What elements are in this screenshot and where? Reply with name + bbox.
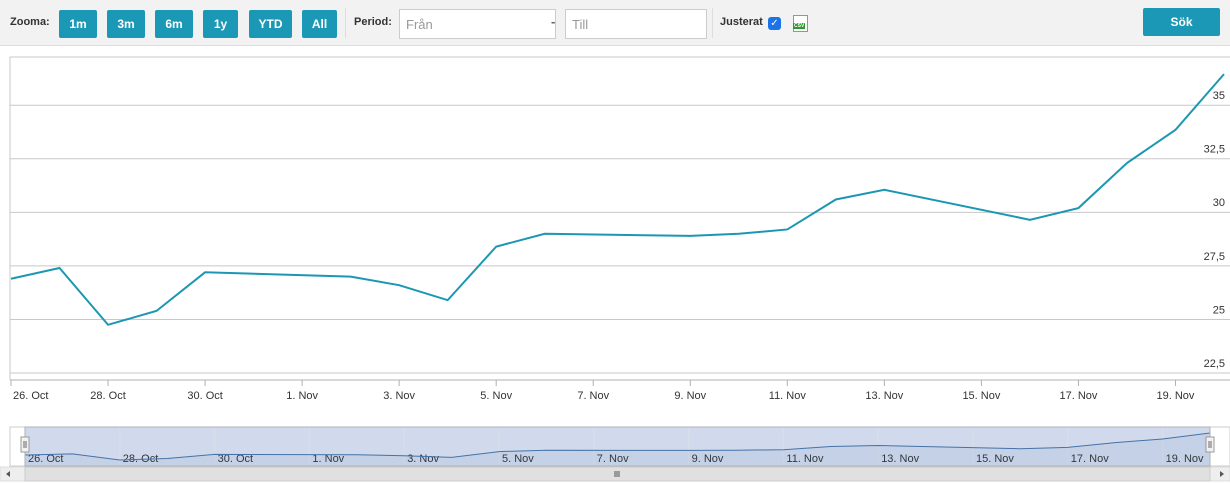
x-tick-label: 1. Nov	[286, 390, 318, 402]
placeholder: Till	[572, 17, 589, 32]
navigator-tick-label: 19. Nov	[1166, 453, 1204, 465]
adjusted-label: Justerat	[720, 16, 763, 28]
to-input[interactable]: Till	[565, 9, 707, 39]
zoom-button[interactable]: YTD	[249, 10, 292, 38]
placeholder: Från	[406, 17, 433, 32]
navigator-range	[25, 427, 1210, 466]
y-tick-label: 35	[1213, 90, 1225, 102]
navigator-tick-label: 15. Nov	[976, 453, 1014, 465]
x-tick-label: 15. Nov	[962, 390, 1000, 402]
navigator-area	[25, 433, 1210, 466]
navigator-tick-label: 7. Nov	[597, 453, 629, 465]
navigator-tick-label: 17. Nov	[1071, 453, 1109, 465]
chart: 22,5 25 27,5 30 32,5 35 26. Oct 28. Oct 30. Oct 1…	[0, 56, 1230, 482]
zoom-label: Zooma:	[10, 16, 50, 28]
x-tick-label: 13. Nov	[865, 390, 903, 402]
scrollbar-left-arrow[interactable]	[6, 471, 10, 477]
navigator-tick-label: 26. Oct	[28, 453, 63, 465]
y-tick-label: 22,5	[1204, 358, 1225, 370]
search-button[interactable]: Sök	[1143, 8, 1220, 36]
csv-icon-text: CSV	[793, 23, 806, 29]
y-tick-label: 27,5	[1204, 251, 1225, 263]
navigator-tick-label: 9. Nov	[692, 453, 724, 465]
x-tick-label: 5. Nov	[480, 390, 512, 402]
x-tick-label: 3. Nov	[383, 390, 415, 402]
navigator-tick-label: 5. Nov	[502, 453, 534, 465]
separator-line	[345, 8, 346, 38]
navigator-tick-label: 13. Nov	[881, 453, 919, 465]
navigator-handle[interactable]	[20, 436, 30, 453]
x-tick-label: 11. Nov	[769, 390, 807, 402]
csv-icon[interactable]: CSV	[793, 15, 808, 32]
x-tick-label: 19. Nov	[1157, 390, 1195, 402]
zoom-button[interactable]: 6m	[155, 10, 193, 38]
navigator-bg	[9, 426, 1230, 467]
y-tick-label: 25	[1213, 304, 1225, 316]
navigator-handle[interactable]	[1205, 436, 1215, 453]
separator-line	[712, 8, 713, 38]
series-line	[10, 73, 1225, 326]
navigator-tick-label: 1. Nov	[312, 453, 344, 465]
y-tick-label: 32,5	[1204, 144, 1225, 156]
navigator-line	[24, 432, 1211, 461]
period-separator: -	[551, 14, 556, 29]
from-input[interactable]: Från	[399, 9, 556, 39]
zoom-button[interactable]: 3m	[107, 10, 145, 38]
x-tick-label: 28. Oct	[90, 390, 125, 402]
x-tick-label: 9. Nov	[674, 390, 706, 402]
navigator-tick-label: 30. Oct	[218, 453, 253, 465]
navigator-tick-label: 11. Nov	[786, 453, 824, 465]
x-tick-label: 26. Oct	[13, 390, 48, 402]
toolbar: Zooma: Period: Från - Till Justerat ✓ CS…	[0, 0, 1230, 46]
zoom-button[interactable]: 1m	[59, 10, 97, 38]
x-tick-label: 7. Nov	[577, 390, 609, 402]
x-tick-label: 30. Oct	[187, 390, 222, 402]
zoom-button[interactable]: 1y	[203, 10, 238, 38]
period-label: Period:	[354, 16, 392, 28]
x-tick-label: 17. Nov	[1059, 390, 1097, 402]
adjusted-checkbox[interactable]: ✓	[768, 17, 781, 30]
zoom-button[interactable]: All	[302, 10, 337, 38]
scrollbar-right-arrow[interactable]	[1220, 471, 1224, 477]
y-tick-label: 30	[1213, 197, 1225, 209]
